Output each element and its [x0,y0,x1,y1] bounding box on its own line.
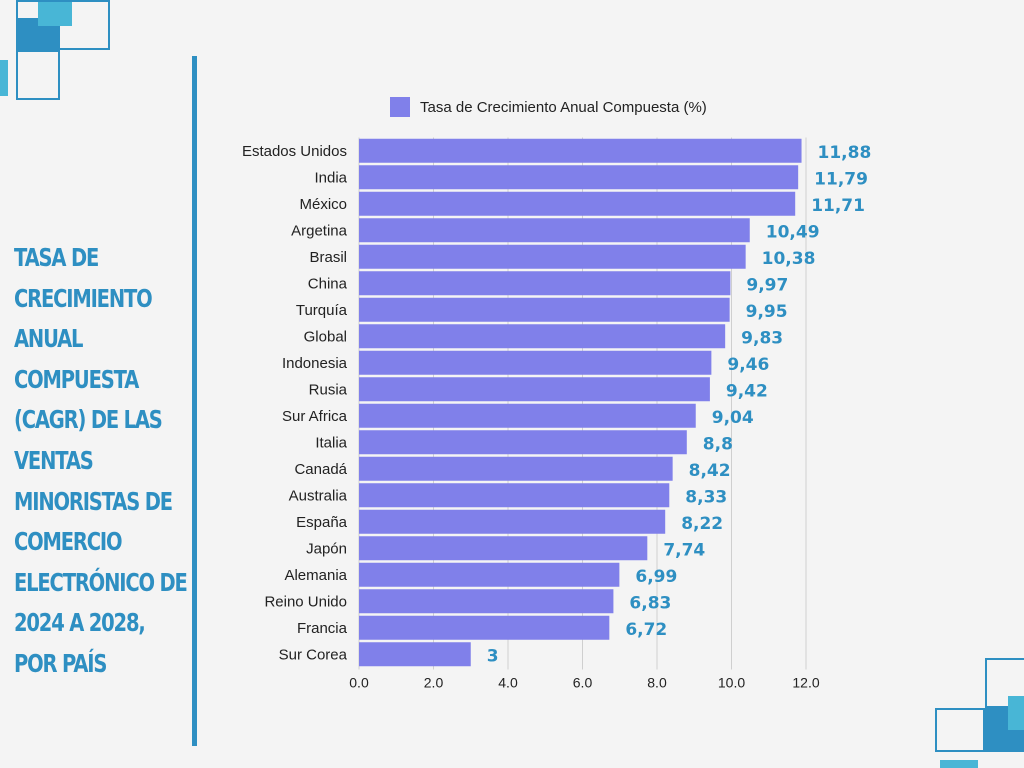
category-label: Sur Africa [282,408,348,425]
bar [359,218,750,243]
bar [359,589,614,614]
data-label: 8,22 [681,514,723,534]
data-label: 8,33 [685,487,727,507]
category-label: Australia [289,487,348,504]
category-label: Rusia [309,381,348,398]
data-label: 11,71 [811,196,865,216]
decor-square [16,0,110,50]
data-label: 10,49 [766,222,820,242]
category-label: Reino Unido [264,593,347,610]
x-tick-label: 6.0 [573,675,593,691]
bar [359,138,802,163]
category-label: Estados Unidos [242,143,347,160]
data-label: 6,99 [635,567,677,587]
x-tick-label: 10.0 [718,675,745,691]
data-label: 9,97 [746,275,788,295]
bar [359,165,799,190]
decor-square [16,50,60,100]
data-label: 7,74 [663,540,705,560]
bar [359,536,648,561]
decor-square [1008,696,1024,730]
bar [359,403,696,428]
bar [359,509,666,534]
data-label: 6,83 [629,593,671,613]
bar [359,430,687,455]
data-label: 9,83 [741,328,783,348]
data-label: 9,04 [712,408,754,428]
data-label: 8,42 [689,461,731,481]
data-label: 6,72 [625,620,667,640]
category-label: China [308,275,348,292]
category-label: India [314,169,347,186]
x-tick-label: 12.0 [792,675,819,691]
bar [359,562,620,587]
bar [359,191,796,216]
data-label: 9,46 [727,355,769,375]
bar [359,244,746,269]
bar [359,642,471,667]
category-label: México [299,196,347,213]
bar [359,324,726,349]
data-label: 10,38 [762,249,816,269]
bar [359,456,673,481]
decor-square [0,60,8,96]
category-label: Francia [297,620,348,637]
category-label: España [296,514,348,531]
x-tick-label: 4.0 [498,675,518,691]
x-tick-label: 0.0 [349,675,369,691]
category-label: Turquía [296,302,348,319]
category-label: Indonesia [282,355,348,372]
data-label: 8,8 [703,434,733,454]
category-label: Argetina [291,222,348,239]
category-label: Alemania [284,567,347,584]
category-label: Japón [306,540,347,557]
title-divider [192,56,197,746]
legend-swatch [390,97,410,117]
data-label: 11,79 [814,169,868,189]
category-label: Canadá [294,461,347,478]
category-label: Global [304,328,347,345]
bar [359,615,610,640]
data-label: 9,42 [726,381,768,401]
bar [359,483,670,508]
category-label: Brasil [309,249,347,266]
bar [359,297,730,322]
x-tick-label: 2.0 [424,675,444,691]
page-title: TASA DE CRECIMIENTO ANUAL COMPUESTA (CAG… [14,243,188,678]
category-label: Sur Corea [279,646,348,663]
data-label: 9,95 [746,302,788,322]
x-tick-label: 8.0 [647,675,667,691]
bar [359,271,731,296]
data-label: 11,88 [818,143,872,163]
bar [359,350,712,375]
bar [359,377,710,402]
decor-square [38,0,72,26]
decor-square [940,760,978,768]
decor-square [935,708,985,752]
category-label: Italia [315,434,347,451]
legend-label: Tasa de Crecimiento Anual Compuesta (%) [420,99,707,116]
data-label: 3 [487,646,499,666]
decor-square [985,658,1024,708]
